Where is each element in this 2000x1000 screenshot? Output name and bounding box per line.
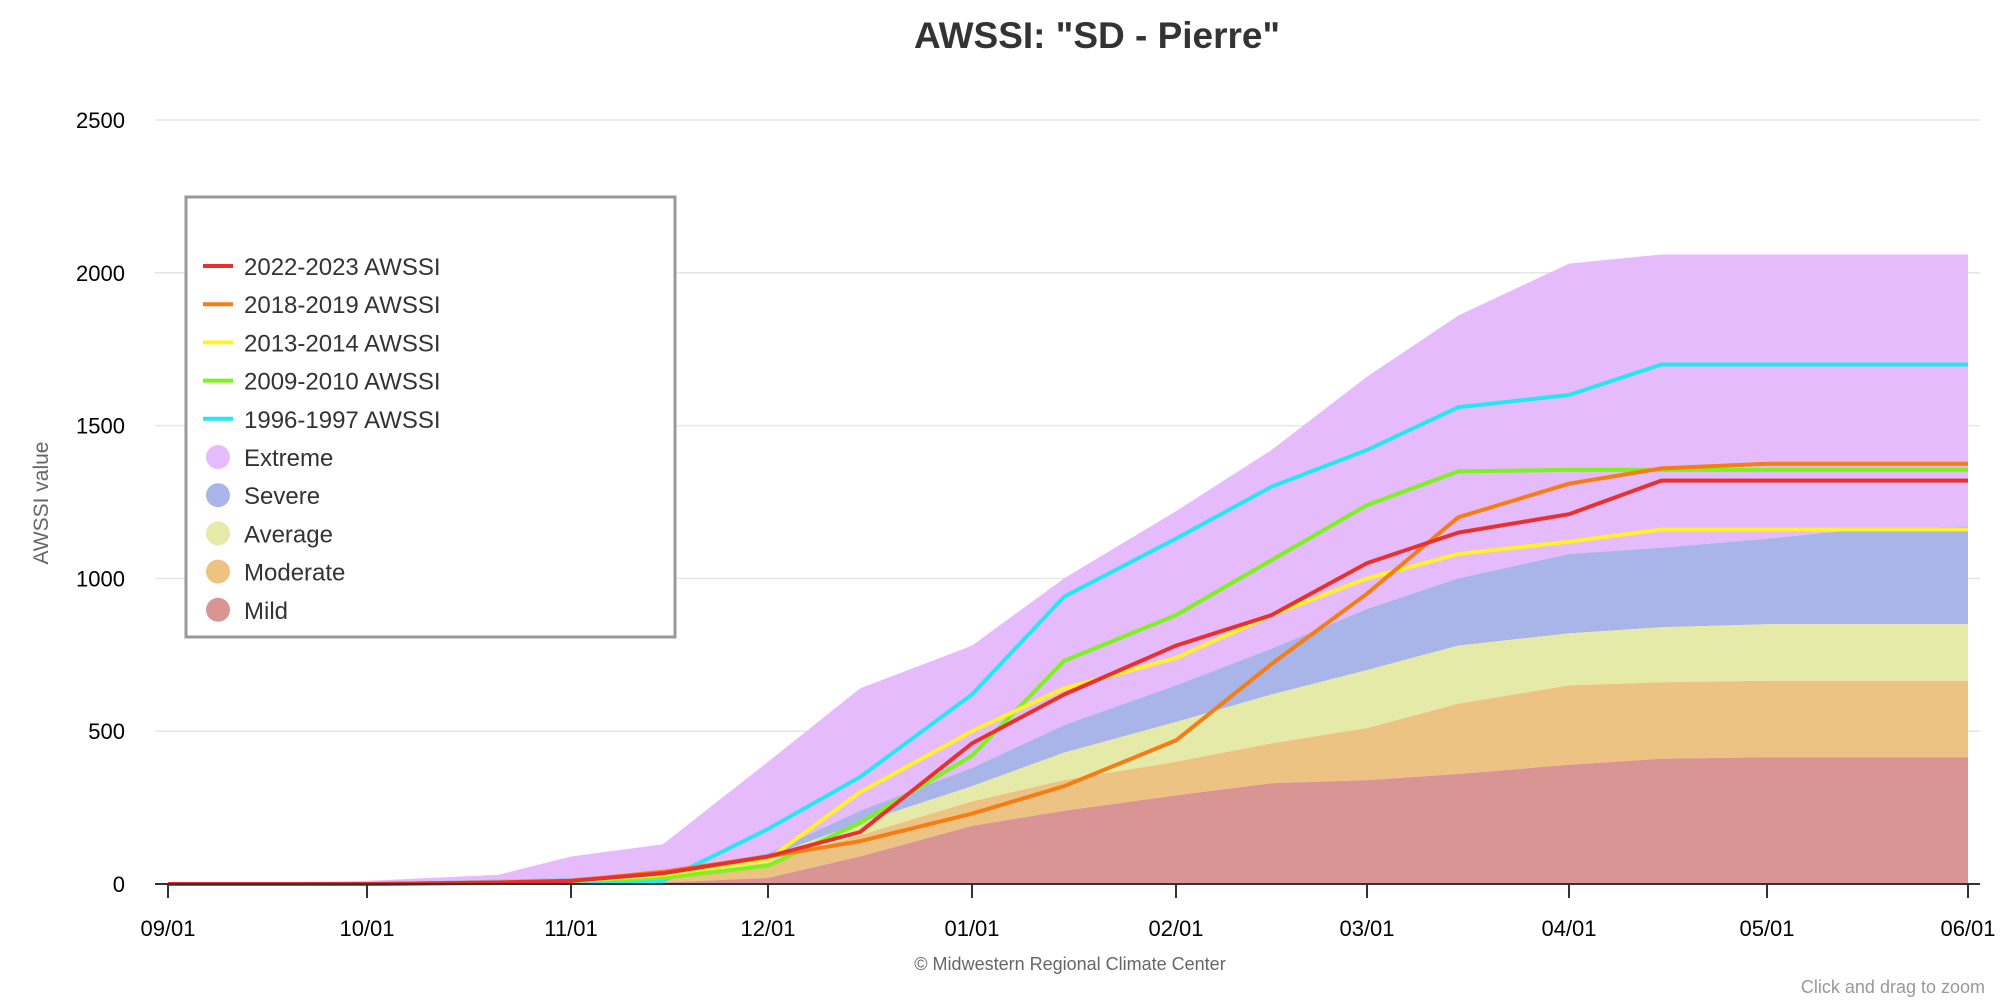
legend-label: Average bbox=[244, 521, 333, 548]
band-extreme bbox=[168, 254, 1968, 884]
legend-item[interactable]: Extreme bbox=[206, 445, 333, 472]
band-mild bbox=[168, 757, 1968, 884]
legend-label: 2022-2023 AWSSI bbox=[244, 254, 441, 281]
legend-circle-swatch bbox=[206, 483, 230, 508]
y-tick-label: 1500 bbox=[76, 414, 125, 439]
legend-label: 2009-2010 AWSSI bbox=[244, 369, 441, 396]
band-moderate bbox=[168, 680, 1968, 884]
legend-label: Severe bbox=[244, 483, 320, 510]
legend-item[interactable]: 2022-2023 AWSSI bbox=[203, 254, 441, 281]
legend-circle-swatch bbox=[206, 445, 230, 469]
x-tick-label: 10/01 bbox=[339, 916, 394, 941]
y-tick-label: 1000 bbox=[76, 566, 125, 591]
y-tick-label: 500 bbox=[88, 719, 125, 744]
series-line[interactable] bbox=[168, 478, 1968, 886]
legend-item[interactable]: Severe bbox=[206, 483, 320, 510]
legend-circle-swatch bbox=[206, 559, 230, 584]
y-axis-label: AWSSI value bbox=[30, 442, 53, 565]
x-tick-label: 06/01 bbox=[1940, 916, 1995, 941]
percentile-bands bbox=[168, 254, 1968, 884]
y-tick-label: 2000 bbox=[76, 261, 125, 286]
x-tick-label: 05/01 bbox=[1739, 916, 1794, 941]
legend-item[interactable]: 1996-1997 AWSSI bbox=[203, 407, 441, 434]
legend-label: 1996-1997 AWSSI bbox=[244, 407, 441, 434]
zoom-hint: Click and drag to zoom bbox=[1801, 977, 1985, 997]
legend-item[interactable]: 2018-2019 AWSSI bbox=[203, 292, 441, 319]
x-tick-label: 09/01 bbox=[140, 916, 195, 941]
band-severe bbox=[168, 526, 1968, 884]
band-average bbox=[168, 624, 1968, 884]
x-tick-label: 01/01 bbox=[944, 916, 999, 941]
credit-text[interactable]: © Midwestern Regional Climate Center bbox=[914, 954, 1225, 974]
legend-item[interactable]: 2013-2014 AWSSI bbox=[203, 330, 441, 357]
legend-box bbox=[184, 195, 677, 639]
legend-item[interactable]: Average bbox=[206, 521, 333, 548]
x-tick-label: 04/01 bbox=[1541, 916, 1596, 941]
legend-circle-swatch bbox=[206, 521, 230, 546]
legend-label: 2018-2019 AWSSI bbox=[244, 292, 441, 319]
legend-circle-swatch bbox=[206, 597, 230, 622]
legend: 2022-2023 AWSSI 2018-2019 AWSSI 2013-2014 … bbox=[184, 195, 677, 639]
legend-item[interactable]: Mild bbox=[206, 597, 288, 625]
x-tick-label: 02/01 bbox=[1148, 916, 1203, 941]
chart-title: AWSSI: "SD - Pierre" bbox=[914, 15, 1280, 56]
legend-label: Mild bbox=[244, 598, 288, 625]
season-lines bbox=[168, 362, 1968, 886]
legend-label: 2013-2014 AWSSI bbox=[244, 330, 441, 357]
legend-label: Moderate bbox=[244, 560, 345, 587]
legend-item[interactable]: Moderate bbox=[206, 559, 345, 587]
axes: 0 500 1000 1500 2000 2500 09/01 10/01 11/01 12/01… bbox=[76, 108, 1995, 941]
legend-label: Extreme bbox=[244, 445, 333, 472]
x-tick-label: 03/01 bbox=[1339, 916, 1394, 941]
y-tick-label: 2500 bbox=[76, 108, 125, 133]
x-tick-label: 12/01 bbox=[740, 916, 795, 941]
legend-item[interactable]: 2009-2010 AWSSI bbox=[203, 369, 441, 396]
y-tick-label: 0 bbox=[113, 872, 125, 897]
x-tick-label: 11/01 bbox=[544, 916, 597, 941]
